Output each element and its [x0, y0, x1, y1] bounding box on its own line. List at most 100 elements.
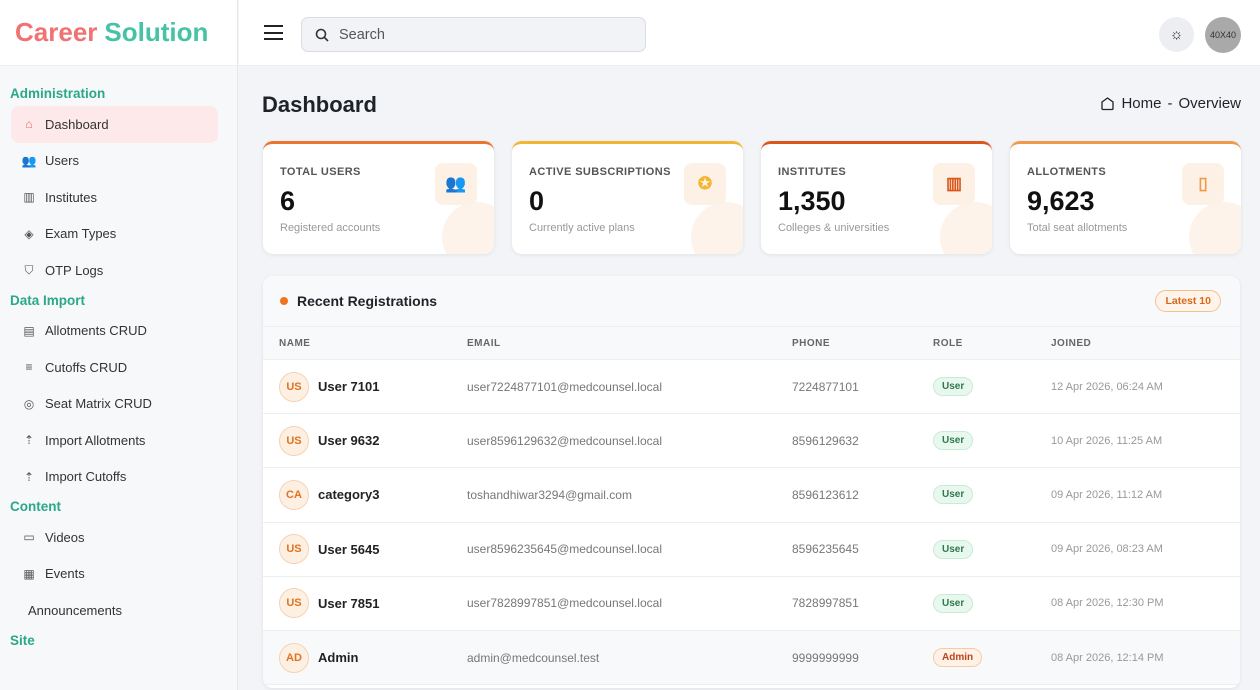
joined-cell: 10 Apr 2026, 11:25 AM [1051, 434, 1163, 447]
table-row[interactable]: US User 7101 user7224877101@medcounsel.lo… [263, 360, 1240, 415]
page-title: Dashboard [262, 92, 377, 117]
list-icon: ≡ [25, 360, 33, 375]
sidebar-item-events[interactable]: ▦ Events [11, 556, 218, 593]
user-name: User 9632 [318, 433, 380, 449]
menu-toggle-icon[interactable] [264, 25, 283, 40]
sidebar-item-label: Allotments CRUD [45, 323, 147, 339]
card-header: Recent Registrations Latest 10 [263, 276, 1240, 327]
sidebar-item-label: Import Cutoffs [45, 469, 127, 485]
avatar-initials: US [279, 588, 309, 619]
email-cell: user8596129632@medcounsel.local [467, 433, 662, 448]
stat-card-institutes[interactable]: INSTITUTES 1,350 Colleges & universities… [761, 141, 992, 254]
role-badge: User [933, 431, 974, 451]
users-icon: 👥 [435, 163, 477, 205]
building-icon: ▥ [933, 163, 975, 205]
tag-icon: ◈ [24, 226, 34, 241]
brand-logo[interactable]: Career Solution [0, 0, 237, 66]
joined-cell: 12 Apr 2026, 06:24 AM [1051, 380, 1163, 393]
decorative-circle [940, 202, 992, 254]
avatar-initials: US [279, 371, 309, 402]
sidebar-item-dashboard[interactable]: ⌂ Dashboard [11, 106, 218, 143]
table-row[interactable]: CA category3 toshandhiwar3294@gmail.com 8… [263, 468, 1240, 523]
column-header: ROLE [933, 337, 963, 349]
sidebar-item-label: OTP Logs [45, 262, 104, 278]
sidebar-item-allotments-crud[interactable]: ▤ Allotments CRUD [11, 313, 218, 350]
table-header: NAME EMAIL PHONE ROLE JOINED [263, 327, 1240, 360]
stat-label: INSTITUTES [778, 166, 847, 178]
sidebar-item-label: Institutes [45, 189, 98, 205]
sidebar-item-cutoffs-crud[interactable]: ≡ Cutoffs CRUD [11, 349, 218, 386]
email-cell: user7828997851@medcounsel.local [467, 596, 662, 611]
stat-card-active-subscriptions[interactable]: ACTIVE SUBSCRIPTIONS 0 Currently active … [512, 141, 743, 254]
theme-toggle-button[interactable]: ☼ [1159, 17, 1194, 52]
sidebar-item-videos[interactable]: ▭ Videos [11, 519, 218, 556]
stat-card-allotments[interactable]: ALLOTMENTS 9,623 Total seat allotments ▯ [1010, 141, 1241, 254]
brand-part2: Solution [104, 17, 209, 47]
column-header: JOINED [1051, 337, 1092, 349]
table-row[interactable]: US User 7851 user7828997851@medcounsel.lo… [263, 577, 1240, 631]
user-name: User 7851 [318, 595, 380, 611]
sidebar-item-otp-logs[interactable]: ⛉ OTP Logs [11, 252, 218, 289]
phone-cell: 8596129632 [792, 433, 859, 448]
search-icon [315, 28, 329, 42]
sidebar-section-title: Site [10, 632, 35, 648]
breadcrumb-home[interactable]: Home [1121, 95, 1162, 112]
layers-icon: ◎ [23, 396, 35, 411]
sidebar-item-institutes[interactable]: ▥ Institutes [11, 179, 218, 216]
user-name: User 5645 [318, 541, 380, 557]
home-icon [1101, 97, 1115, 111]
user-name-cell: US User 5645 [279, 534, 380, 565]
email-cell: toshandhiwar3294@gmail.com [467, 487, 632, 502]
breadcrumb-current: Overview [1178, 95, 1241, 112]
stat-subtitle: Currently active plans [529, 222, 635, 234]
shield-icon: ⛉ [24, 262, 34, 277]
sidebar-item-import-allotments[interactable]: ⇡ Import Allotments [11, 422, 218, 459]
stat-subtitle: Total seat allotments [1027, 222, 1128, 234]
avatar-initials: CA [279, 479, 309, 510]
calendar-icon: ▦ [23, 566, 35, 581]
email-cell: user8596235645@medcounsel.local [467, 542, 662, 557]
clipboard-icon: ▤ [23, 323, 35, 338]
receipt-icon: ▯ [1182, 163, 1224, 205]
joined-cell: 08 Apr 2026, 12:14 PM [1051, 651, 1164, 664]
phone-cell: 8596123612 [792, 487, 859, 502]
breadcrumb: Home - Overview [1100, 95, 1241, 112]
decorative-circle [1189, 202, 1241, 254]
status-dot [280, 297, 288, 305]
sidebar-item-import-cutoffs[interactable]: ⇡ Import Cutoffs [11, 459, 218, 496]
sidebar-item-seat-matrix-crud[interactable]: ◎ Seat Matrix CRUD [11, 386, 218, 423]
user-name-cell: AD Admin [279, 642, 358, 673]
user-name-cell: US User 9632 [279, 425, 380, 456]
sidebar-item-label: Users [45, 153, 79, 169]
search-input[interactable]: Search [301, 17, 646, 52]
user-name: category3 [318, 487, 380, 503]
table-row[interactable]: US User 5645 user8596235645@medcounsel.lo… [263, 523, 1240, 577]
sidebar-item-exam-types[interactable]: ◈ Exam Types [11, 216, 218, 253]
brand-part1: Career [15, 17, 98, 47]
user-name: User 7101 [318, 379, 380, 395]
decorative-circle [442, 202, 494, 254]
stat-value: 9,623 [1027, 186, 1095, 216]
stat-card-total-users[interactable]: TOTAL USERS 6 Registered accounts 👥 [263, 141, 494, 254]
stat-value: 6 [280, 186, 296, 216]
avatar[interactable]: 40X40 [1205, 17, 1241, 53]
column-header: EMAIL [467, 337, 501, 349]
stat-subtitle: Colleges & universities [778, 222, 890, 234]
sidebar-item-announcements[interactable]: Announcements [11, 592, 218, 629]
joined-cell: 08 Apr 2026, 12:30 PM [1051, 597, 1164, 610]
user-name-cell: US User 7851 [279, 588, 380, 619]
user-name-cell: CA category3 [279, 479, 380, 510]
role-badge: User [933, 593, 974, 613]
sidebar-section-title: Data Import [10, 292, 86, 308]
role-badge: User [933, 539, 974, 559]
top-bar: Search ☼ 40X40 [239, 0, 1260, 66]
award-icon: ✪ [684, 163, 726, 205]
phone-cell: 9999999999 [792, 650, 859, 665]
sidebar-item-users[interactable]: 👥 Users [11, 143, 218, 180]
avatar-initials: AD [279, 642, 309, 673]
table-row[interactable]: AD Admin admin@medcounsel.test 9999999999… [263, 630, 1240, 686]
table-row[interactable]: US User 9632 user8596129632@medcounsel.lo… [263, 414, 1240, 469]
stat-value: 1,350 [778, 186, 846, 216]
sidebar-item-label: Import Allotments [45, 432, 146, 448]
sidebar: Career Solution Administration ⌂ Dashboard 👥… [0, 0, 238, 690]
